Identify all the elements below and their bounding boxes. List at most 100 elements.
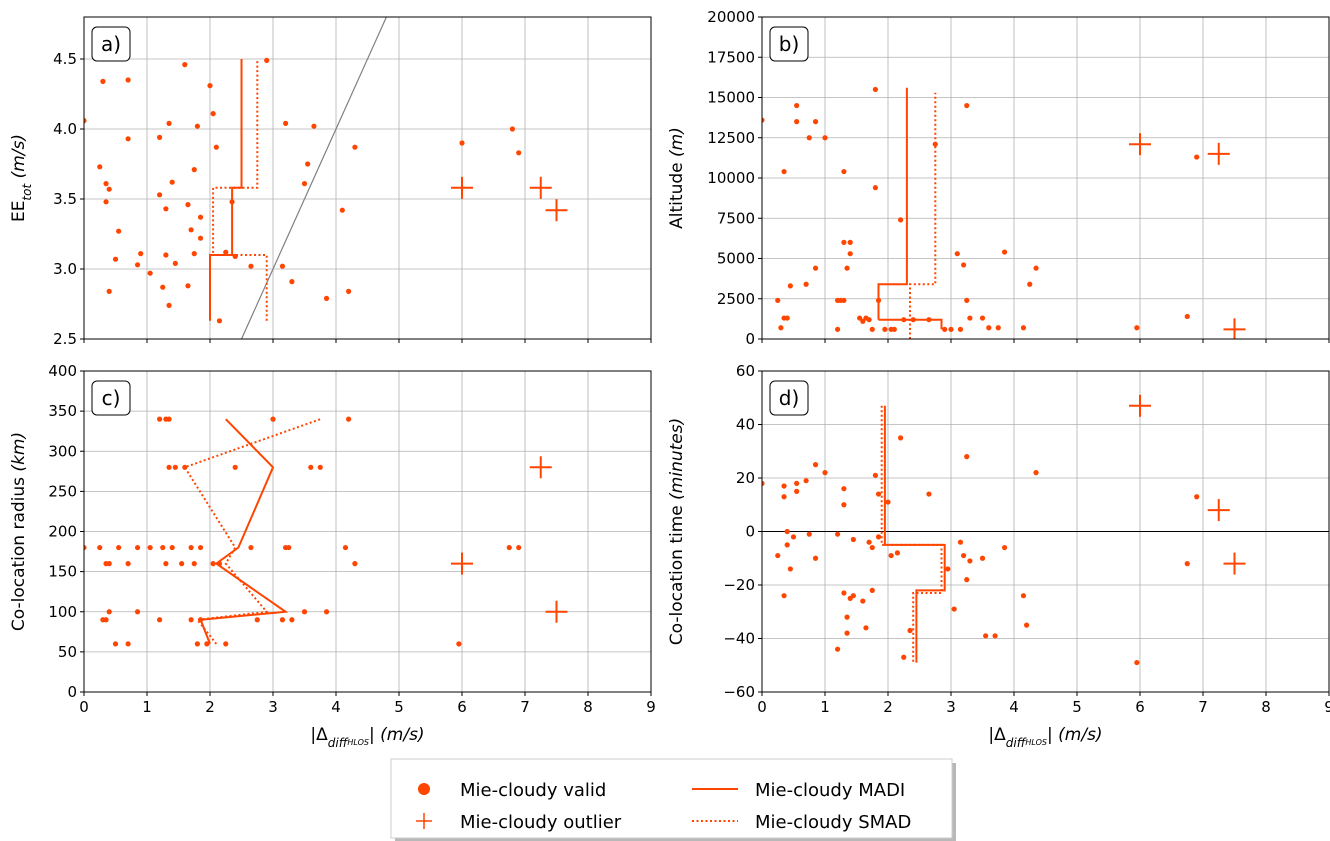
valid-point xyxy=(342,544,349,551)
valid-point xyxy=(197,617,204,623)
valid-point xyxy=(806,135,812,141)
valid-point xyxy=(875,297,882,303)
valid-point xyxy=(197,214,204,220)
x-tick-label: 6 xyxy=(1135,698,1145,716)
valid-point xyxy=(784,315,790,321)
valid-point xyxy=(160,284,166,290)
panel-label-box xyxy=(91,380,131,416)
y-tick-label: 2500 xyxy=(717,290,755,308)
valid-point xyxy=(784,528,790,535)
valid-point xyxy=(844,630,850,636)
valid-point xyxy=(954,251,960,257)
valid-point xyxy=(841,590,847,596)
valid-point xyxy=(894,550,901,556)
valid-point xyxy=(992,633,998,639)
valid-point xyxy=(1184,313,1190,320)
valid-point xyxy=(983,633,989,639)
panel-label-box xyxy=(769,26,809,62)
valid-point xyxy=(806,531,812,537)
y-tick-label: 0 xyxy=(745,330,755,348)
outlier-point xyxy=(545,600,568,623)
valid-point xyxy=(166,464,172,470)
valid-point xyxy=(812,462,819,468)
outlier-point xyxy=(1223,318,1246,339)
y-tick-label: 100 xyxy=(48,603,77,621)
valid-point xyxy=(860,598,866,604)
x-axis-label: |ΔdiffHLOS| (m/s) xyxy=(988,725,1102,750)
y-tick-label: 150 xyxy=(48,563,77,581)
valid-point xyxy=(166,302,172,308)
y-tick-label: 7500 xyxy=(717,209,755,227)
valid-point xyxy=(254,617,260,623)
valid-point xyxy=(932,141,938,147)
valid-point xyxy=(116,228,122,234)
valid-point xyxy=(169,179,175,185)
y-tick-label: 5000 xyxy=(717,250,755,268)
y-tick-label: −40 xyxy=(723,630,755,648)
legend-label-outlier: Mie-cloudy outlier xyxy=(460,812,622,833)
y-tick-label: 15000 xyxy=(707,89,755,107)
outlier-point xyxy=(1129,394,1151,417)
y-axis-label: Altitude (m) xyxy=(667,127,687,229)
y-tick-label: 4.5 xyxy=(53,50,77,68)
madi-line xyxy=(877,87,908,320)
valid-point xyxy=(188,617,194,623)
valid-point xyxy=(301,181,308,187)
valid-point xyxy=(957,539,964,545)
valid-point xyxy=(286,544,292,551)
x-tick-label: 1 xyxy=(142,698,152,716)
valid-point xyxy=(835,646,841,652)
valid-point xyxy=(860,318,866,324)
valid-point xyxy=(910,317,916,323)
valid-point xyxy=(191,251,197,257)
x-tick-label: 9 xyxy=(646,698,656,716)
valid-point xyxy=(97,544,103,551)
valid-point xyxy=(835,531,841,537)
valid-point xyxy=(964,297,970,303)
legend-label-madi: Mie-cloudy MADI xyxy=(755,780,905,801)
plot-area xyxy=(762,394,1246,666)
valid-point xyxy=(346,416,352,422)
valid-point xyxy=(812,555,819,561)
valid-point xyxy=(157,416,163,422)
panel-a-chart: 2.5 3.0 3.5 4.0 4.5 a) EEtot (m/s) xyxy=(9,16,652,348)
y-tick-label: 17500 xyxy=(707,48,755,66)
legend-box xyxy=(390,758,953,839)
smad-line xyxy=(880,405,943,663)
valid-point xyxy=(869,544,875,551)
valid-point xyxy=(882,326,888,332)
madi-line xyxy=(883,405,946,663)
y-axis-label: Co-location radius (km) xyxy=(9,432,29,631)
valid-point xyxy=(103,181,109,187)
valid-point xyxy=(784,542,790,548)
valid-point xyxy=(147,544,153,551)
valid-point xyxy=(781,168,787,175)
valid-point xyxy=(1027,281,1033,287)
valid-point xyxy=(125,136,131,142)
valid-point xyxy=(781,494,787,500)
valid-point xyxy=(1033,470,1039,476)
valid-point xyxy=(844,265,850,271)
valid-point xyxy=(125,77,131,83)
valid-point xyxy=(891,326,897,332)
x-tick-label: 7 xyxy=(1198,698,1208,716)
valid-point xyxy=(103,617,109,623)
valid-point xyxy=(163,561,169,567)
outlier-point xyxy=(529,176,552,199)
valid-point xyxy=(210,561,216,567)
legend-label-valid: Mie-cloudy valid xyxy=(460,780,606,801)
valid-point xyxy=(875,491,882,497)
valid-point xyxy=(509,126,515,132)
valid-point xyxy=(323,295,330,301)
valid-point xyxy=(157,617,163,623)
x-tick-label: 7 xyxy=(520,698,530,716)
y-tick-label: 350 xyxy=(48,402,77,420)
valid-point xyxy=(229,199,235,205)
outlier-point xyxy=(1207,142,1230,165)
valid-point xyxy=(166,120,172,126)
valid-point xyxy=(866,539,872,545)
valid-point xyxy=(166,416,172,422)
plot-area xyxy=(84,416,568,647)
valid-point xyxy=(872,185,879,191)
